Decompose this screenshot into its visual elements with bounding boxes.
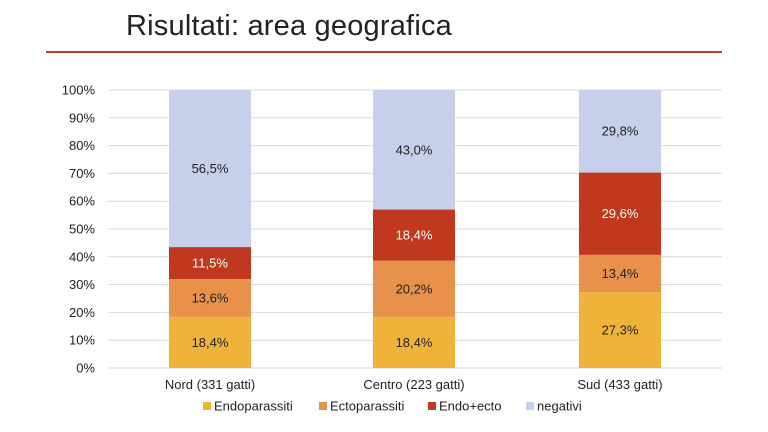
data-label: 13,4% — [602, 266, 639, 281]
legend-label: Endo+ecto — [439, 399, 502, 414]
legend-label: negativi — [537, 399, 582, 414]
y-tick-label: 50% — [69, 222, 95, 237]
data-label: 11,5% — [192, 256, 228, 271]
y-tick-label: 20% — [69, 305, 95, 320]
y-tick-label: 90% — [69, 110, 95, 125]
slide-title: Risultati: area geografica — [126, 10, 452, 42]
bar-segment — [579, 89, 661, 173]
y-tick-label: 10% — [69, 333, 95, 348]
data-label: 20,2% — [396, 281, 433, 296]
data-label: 13,6% — [192, 290, 229, 305]
bar-segment — [373, 260, 455, 317]
legend-swatch — [319, 402, 327, 410]
bar-segment — [579, 254, 661, 293]
bar-segment — [373, 316, 455, 368]
bar-segment — [373, 209, 455, 261]
data-label: 29,8% — [602, 124, 639, 139]
x-category-label: Nord (331 gatti) — [165, 377, 255, 392]
y-tick-label: 30% — [69, 277, 95, 292]
x-category-label: Sud (433 gatti) — [577, 377, 662, 392]
data-label: 43,0% — [396, 142, 433, 157]
bar-segment — [169, 316, 251, 368]
y-tick-label: 40% — [69, 249, 95, 264]
y-tick-label: 100% — [62, 83, 96, 98]
legend-label: Endoparassiti — [214, 399, 293, 414]
bar-segment — [169, 90, 251, 248]
x-category-label: Centro (223 gatti) — [363, 377, 464, 392]
bar-segment — [373, 90, 455, 210]
legend-swatch — [526, 402, 534, 410]
bar-segment — [169, 279, 251, 317]
title-divider — [46, 51, 722, 53]
y-tick-label: 80% — [69, 138, 95, 153]
y-tick-label: 70% — [69, 166, 95, 181]
data-label: 18,4% — [396, 228, 433, 243]
bar-segment — [579, 292, 661, 368]
data-label: 56,5% — [192, 161, 229, 176]
bar-segment — [169, 247, 251, 280]
y-tick-label: 60% — [69, 194, 95, 209]
data-label: 18,4% — [396, 335, 433, 350]
data-label: 27,3% — [602, 323, 639, 338]
y-tick-label: 0% — [76, 361, 95, 376]
bar-segment — [579, 172, 661, 255]
data-label: 29,6% — [602, 206, 639, 221]
legend-label: Ectoparassiti — [330, 399, 405, 414]
legend-swatch — [428, 402, 436, 410]
legend-swatch — [203, 402, 211, 410]
data-label: 18,4% — [192, 335, 229, 350]
